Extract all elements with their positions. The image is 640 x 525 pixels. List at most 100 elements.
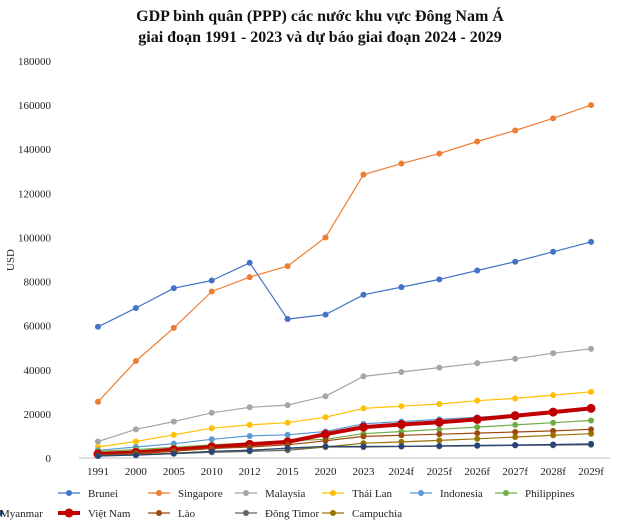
data-point — [208, 425, 215, 432]
series-line — [97, 428, 592, 456]
data-point — [360, 373, 367, 380]
data-point — [284, 263, 291, 270]
data-point — [436, 364, 443, 371]
data-point — [246, 447, 253, 454]
data-point — [284, 316, 291, 323]
legend-marker — [156, 510, 162, 516]
legend-marker — [503, 490, 509, 496]
data-point — [360, 433, 367, 440]
data-point — [586, 403, 596, 413]
data-point — [512, 258, 519, 265]
data-point — [512, 421, 519, 428]
y-tick-label: 0 — [46, 453, 52, 465]
data-point — [360, 443, 367, 450]
data-point — [170, 450, 177, 457]
data-point — [474, 397, 481, 404]
series-Malaysia — [94, 345, 595, 445]
data-point — [550, 115, 557, 122]
legend-marker — [66, 490, 72, 496]
data-point — [588, 417, 595, 424]
data-point — [322, 393, 329, 400]
data-point — [246, 404, 253, 411]
data-point — [208, 409, 215, 416]
data-point — [474, 138, 481, 145]
legend-item: Thái Lan — [322, 488, 393, 500]
data-point — [132, 438, 139, 445]
x-axis-ticks: 1991 2000 2005 2010 2012 2015 2020 2023 2024f 202… — [87, 466, 604, 478]
data-point — [94, 453, 101, 460]
data-point — [322, 311, 329, 318]
data-point — [246, 259, 253, 266]
data-point — [360, 405, 367, 412]
data-point — [512, 441, 519, 448]
data-point — [550, 419, 557, 426]
data-point — [474, 435, 481, 442]
legend-marker — [330, 510, 336, 516]
data-point — [436, 437, 443, 444]
legend-label: Đông Timor — [265, 508, 319, 520]
data-point — [321, 429, 331, 439]
legend-item: Brunei — [58, 488, 118, 500]
y-tick-label: 120000 — [18, 188, 52, 200]
x-tick-label: 2023 — [352, 466, 375, 478]
data-point — [170, 285, 177, 292]
data-point — [94, 398, 101, 405]
chart-title-line2: giai đoạn 1991 - 2023 và dự báo giai đoạ… — [138, 29, 502, 46]
x-tick-label: 2010 — [201, 466, 224, 478]
y-tick-label: 60000 — [24, 321, 52, 333]
data-point — [436, 150, 443, 157]
data-point — [436, 400, 443, 407]
legend-item: Đông Timor — [235, 508, 319, 520]
series-line — [97, 241, 592, 328]
data-point — [284, 445, 291, 452]
y-tick-label: 140000 — [18, 144, 52, 156]
data-point — [94, 438, 101, 445]
data-point — [550, 392, 557, 399]
data-point — [322, 234, 329, 241]
legend-item: Malaysia — [235, 488, 305, 500]
series-Thái Lan — [94, 388, 595, 450]
data-point — [474, 442, 481, 449]
data-point — [588, 440, 595, 447]
data-point — [322, 414, 329, 421]
legend-marker — [0, 510, 3, 516]
legend-label: Singapore — [178, 488, 223, 500]
data-point — [322, 443, 329, 450]
data-point — [398, 368, 405, 375]
data-point — [360, 171, 367, 178]
data-point — [398, 284, 405, 291]
data-point — [474, 360, 481, 367]
series-line — [97, 391, 592, 448]
legend-item: Philippines — [495, 488, 575, 500]
legend-item: Lào — [148, 508, 196, 520]
data-point — [170, 324, 177, 331]
y-tick-label: 80000 — [24, 277, 52, 289]
x-tick-label: 2015 — [277, 466, 300, 478]
data-point — [512, 127, 519, 134]
data-point — [398, 403, 405, 410]
legend-item: Campuchia — [322, 508, 402, 520]
data-point — [436, 426, 443, 433]
x-tick-label: 2029f — [578, 466, 604, 478]
data-point — [132, 452, 139, 459]
data-point — [170, 418, 177, 425]
data-point — [398, 443, 405, 450]
y-axis-label: USD — [5, 249, 17, 271]
data-point — [284, 419, 291, 426]
data-point — [398, 432, 405, 439]
data-point — [208, 288, 215, 295]
legend-marker — [64, 508, 74, 518]
y-tick-label: 40000 — [24, 365, 52, 377]
x-tick-label: 2000 — [125, 466, 148, 478]
data-point — [550, 427, 557, 434]
data-point — [474, 267, 481, 274]
data-point — [436, 431, 443, 438]
legend-label: Thái Lan — [352, 488, 393, 500]
legend-marker — [243, 510, 249, 516]
y-axis-ticks: 0 20000 40000 60000 80000 100000 120000 140000 1… — [18, 56, 52, 465]
y-tick-label: 180000 — [18, 56, 52, 68]
legend: Brunei Singapore Malaysia Thái Lan Indonesia… — [0, 488, 575, 520]
legend-marker — [418, 490, 424, 496]
legend-label: Malaysia — [265, 488, 305, 500]
x-tick-label: 2024f — [389, 466, 415, 478]
